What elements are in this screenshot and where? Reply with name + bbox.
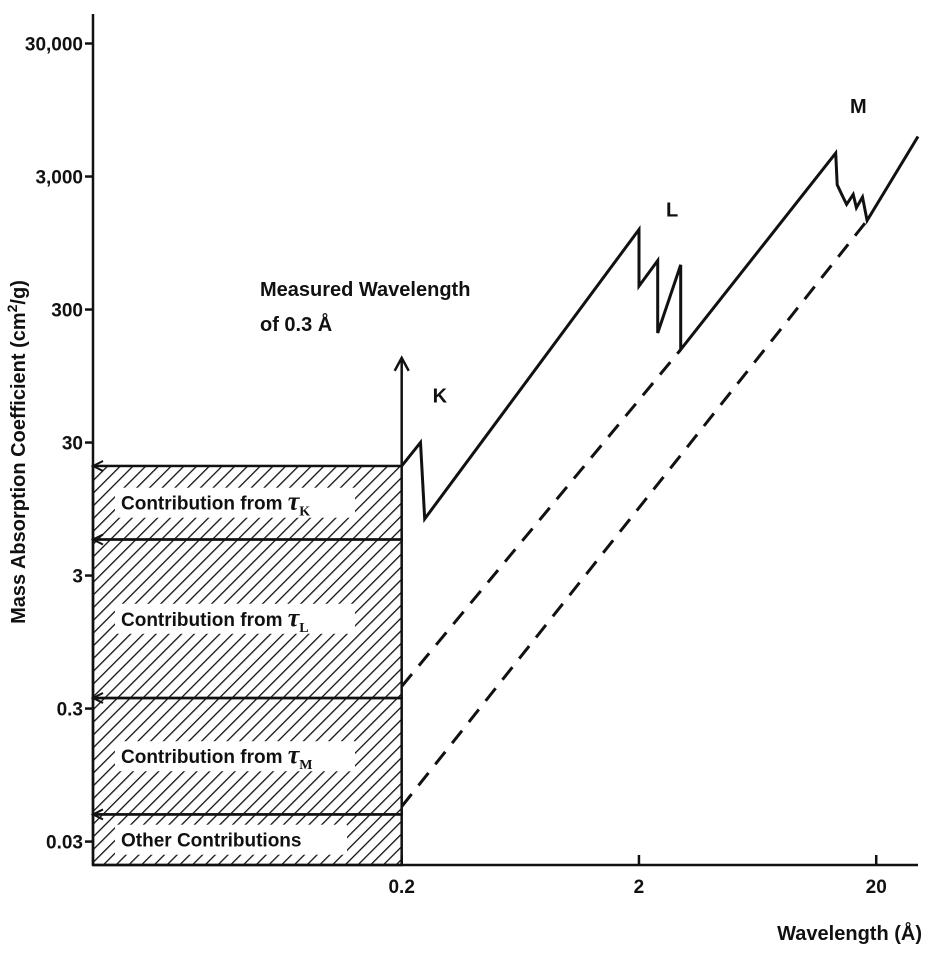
band-label: Other Contributions [121,831,301,852]
text-labels: Wavelength (Å) Mass Absorption Coefficie… [4,96,922,945]
band-label-subscript: L [299,621,308,636]
dashed-series-line-1 [400,348,682,688]
svg-text:Mass Absorption Coefficient (c: Mass Absorption Coefficient (cm2/g) [4,280,30,624]
band-label-subscript: M [299,758,312,773]
y-axis-title-main: Mass Absorption Coefficient (cm [8,312,30,624]
axes [91,14,918,867]
band-label-subscript: K [299,505,310,520]
solid-series-line-0 [400,135,920,524]
y-tick-label: 30 [62,434,83,455]
edge-label-k: K [433,386,448,408]
y-axis-title: Mass Absorption Coefficient (cm2/g) [4,280,30,624]
y-tick-label: 3 [72,567,83,588]
x-tick-label: 0.2 [388,877,414,898]
tau-symbol: τ [288,603,301,632]
tick-marks: 0.03 0.3 3 30 300 3,000 30,000 0.2 2 20 [25,35,887,898]
y-tick-label: 0.03 [46,833,83,854]
edge-label-m: M [850,96,867,118]
band-label: Contribution from τK [121,487,310,520]
x-tick-label: 20 [866,877,887,898]
band-label-box [115,824,347,855]
band-label-text: Contribution from [121,494,288,515]
band-label-text: Other Contributions [121,831,301,852]
arrow-head [393,355,410,372]
x-axis-title: Wavelength (Å) [777,921,922,945]
y-tick-label: 3,000 [35,168,83,189]
band-label-box [115,487,355,518]
band-label: Contribution from τL [121,603,309,636]
dashed-series-line-2 [400,219,869,808]
x-tick-label: 2 [634,877,645,898]
band-label-text: Contribution from [121,747,288,768]
edge-label-l: L [666,200,678,222]
y-tick-label: 300 [51,301,83,322]
tau-symbol: τ [288,740,301,769]
band-label: Contribution from τM [121,740,313,773]
y-tick-label: 0.3 [57,700,83,721]
tau-symbol: τ [288,487,301,516]
annotation-line-2: of 0.3 Å [260,312,332,336]
y-tick-label: 30,000 [25,35,83,56]
y-axis-title-sup: 2 [4,304,20,312]
band-label-box [115,741,355,772]
band-label-text: Contribution from [121,610,288,631]
annotation-line-1: Measured Wavelength [260,279,470,301]
series-lines [393,135,920,808]
y-axis-title-end: /g) [8,280,30,304]
band-label-box [115,603,355,634]
